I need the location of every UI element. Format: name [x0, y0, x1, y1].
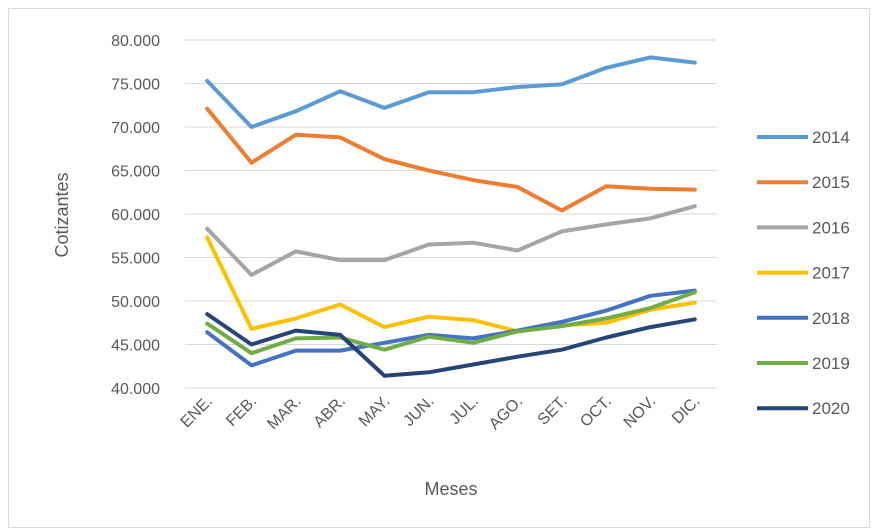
- x-tick-label: JUN.: [400, 393, 437, 430]
- legend-label-2017: 2017: [812, 264, 850, 283]
- x-tick-label: SET.: [535, 393, 571, 429]
- legend-label-2016: 2016: [812, 218, 850, 237]
- x-tick-label: ABR.: [311, 393, 349, 431]
- y-tick-label: 70.000: [111, 120, 160, 137]
- y-tick-label: 45.000: [111, 338, 160, 355]
- x-axis-ticks: ENE. FEB. MAR. ABR. MAY. JUN. JUL. AGO. SET. OCT.…: [178, 393, 704, 433]
- y-tick-label: 55.000: [111, 251, 160, 268]
- series-line-2014: [205, 55, 697, 129]
- x-tick-label: MAR.: [264, 393, 304, 433]
- y-tick-label: 60.000: [111, 207, 160, 224]
- y-axis-title: Cotizantes: [52, 172, 72, 257]
- x-tick-label: NOV.: [621, 393, 660, 432]
- x-tick-label: OCT.: [577, 393, 615, 431]
- legend-label-2020: 2020: [812, 399, 850, 418]
- y-tick-label: 40.000: [111, 381, 160, 398]
- x-tick-label: ENE.: [178, 393, 216, 431]
- x-tick-label: AGO.: [486, 393, 526, 433]
- series-line-2019: [205, 290, 697, 356]
- legend-label-2019: 2019: [812, 354, 850, 373]
- y-tick-label: 75.000: [111, 77, 160, 94]
- legend-label-2014: 2014: [812, 128, 850, 147]
- y-tick-label: 50.000: [111, 294, 160, 311]
- y-tick-label: 80.000: [111, 33, 160, 50]
- x-tick-label: JUL.: [447, 393, 482, 428]
- series-line-2018: [205, 288, 697, 368]
- series-line-2016: [205, 204, 697, 277]
- x-tick-label: DIC.: [669, 393, 704, 428]
- x-axis-title: Meses: [424, 479, 477, 499]
- series-line-2015: [205, 106, 697, 213]
- series-line-2017: [205, 235, 697, 334]
- x-tick-label: MAY.: [356, 393, 393, 430]
- chart-frame: [8, 8, 870, 528]
- legend: 2014 2015 2016 2017 2018 2019 2020: [757, 128, 850, 418]
- y-axis-ticks: 40.000 45.000 50.000 55.000 60.000 65.000 70.0…: [111, 33, 160, 398]
- legend-label-2018: 2018: [812, 309, 850, 328]
- series-lines: [205, 55, 697, 378]
- y-tick-label: 65.000: [111, 164, 160, 181]
- legend-label-2015: 2015: [812, 173, 850, 192]
- x-tick-label: FEB.: [223, 393, 260, 430]
- series-line-2020: [205, 312, 697, 378]
